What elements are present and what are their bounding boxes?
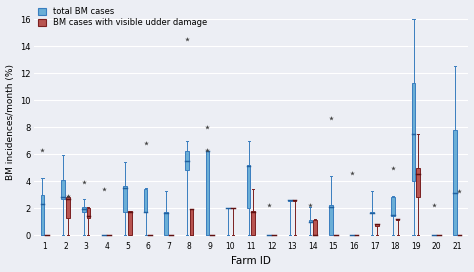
Bar [185, 151, 189, 170]
Bar [453, 130, 456, 235]
Bar [61, 180, 65, 199]
Bar [206, 151, 209, 235]
Bar [375, 224, 379, 225]
Bar [252, 211, 255, 235]
Bar [123, 187, 127, 212]
Y-axis label: BM incidences/month (%): BM incidences/month (%) [6, 64, 15, 180]
Bar [329, 205, 333, 235]
Bar [128, 211, 131, 235]
X-axis label: Farm ID: Farm ID [231, 256, 271, 267]
Bar [82, 207, 86, 212]
Bar [370, 212, 374, 214]
Bar [247, 165, 250, 208]
Bar [144, 189, 147, 212]
Bar [396, 219, 400, 220]
Bar [66, 197, 70, 218]
Bar [416, 168, 420, 197]
Bar [190, 209, 193, 235]
Bar [309, 220, 312, 222]
Bar [391, 197, 395, 216]
Legend: total BM cases, BM cases with visible udder damage: total BM cases, BM cases with visible ud… [37, 7, 207, 27]
Bar [164, 212, 168, 235]
Bar [87, 208, 91, 218]
Bar [288, 200, 292, 201]
Bar [293, 200, 296, 201]
Bar [313, 220, 317, 235]
Bar [41, 194, 45, 235]
Bar [411, 82, 415, 181]
